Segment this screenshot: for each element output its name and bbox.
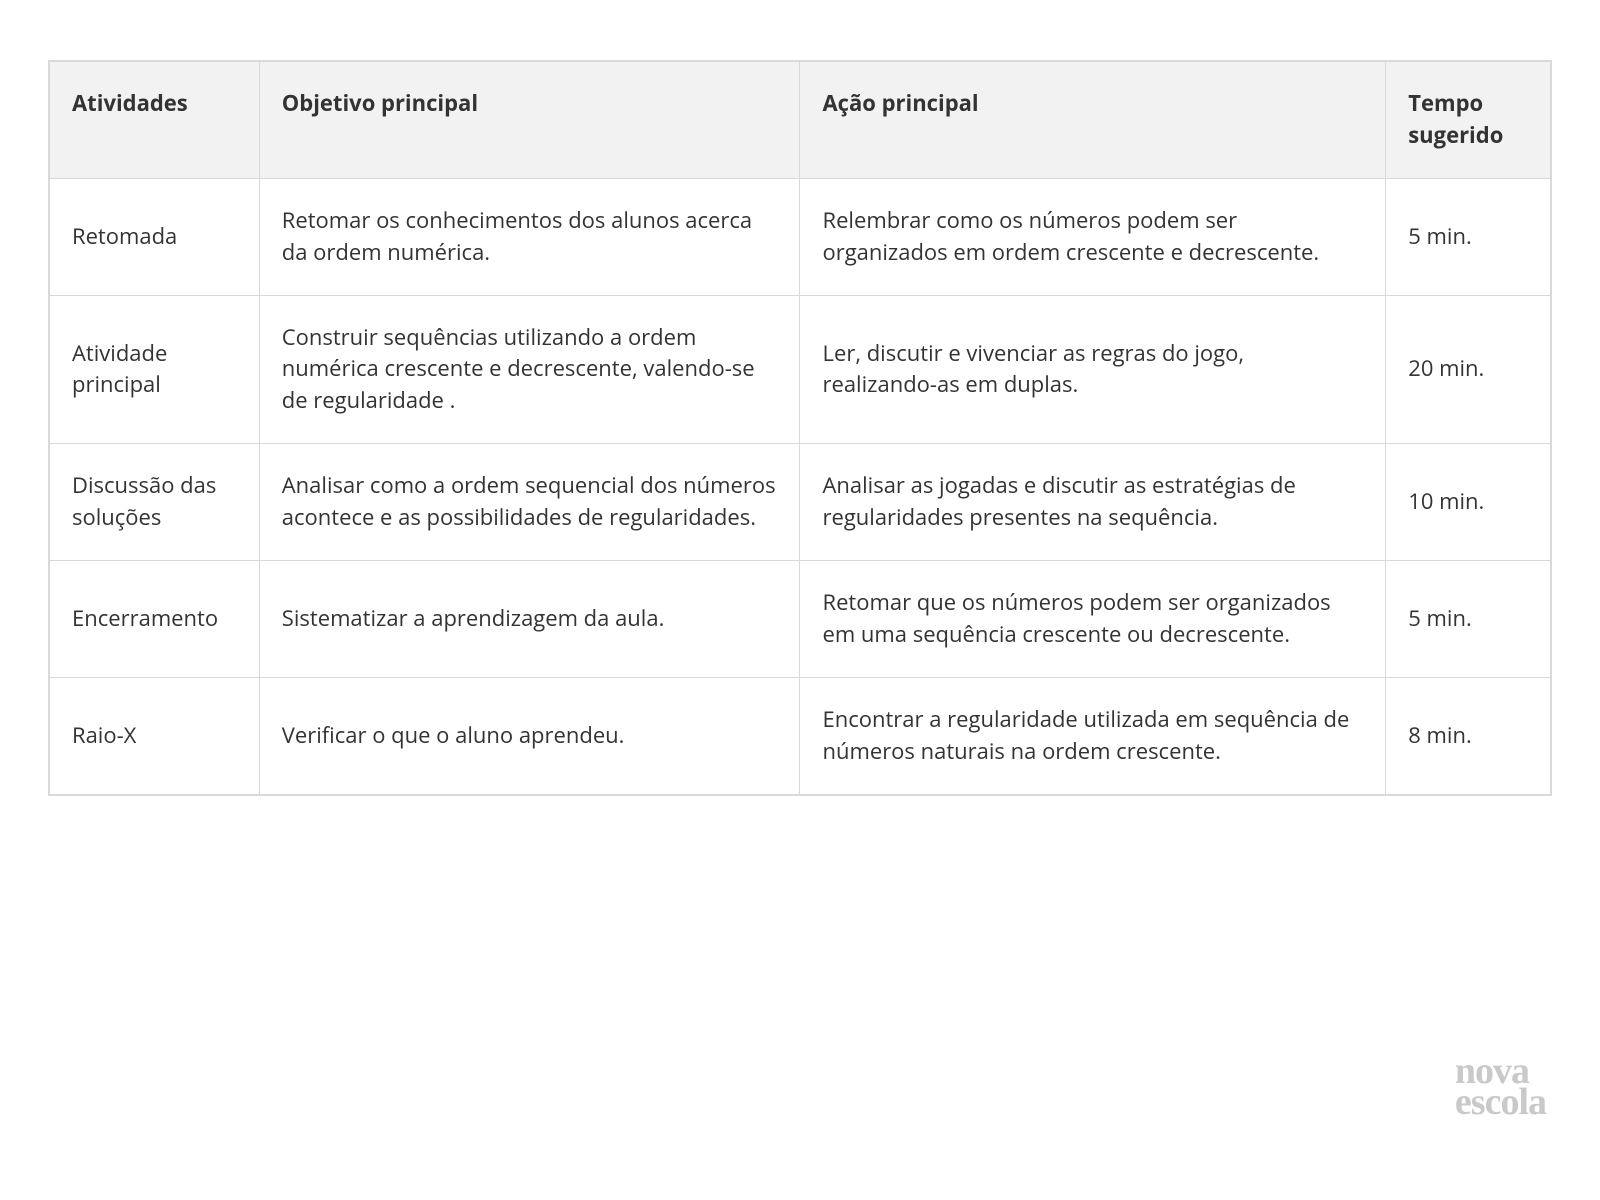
- cell-activity: Raio-X: [49, 677, 259, 794]
- table-row: Atividade principal Construir sequências…: [49, 295, 1551, 444]
- cell-objective: Verificar o que o aluno aprendeu.: [259, 677, 800, 794]
- cell-activity: Encerramento: [49, 561, 259, 678]
- table-row: Raio-X Verificar o que o aluno aprendeu.…: [49, 677, 1551, 794]
- cell-time: 8 min.: [1386, 677, 1551, 794]
- cell-time: 5 min.: [1386, 178, 1551, 295]
- col-header-objetivo-principal: Objetivo principal: [259, 61, 800, 178]
- cell-action: Analisar as jogadas e discutir as estrat…: [800, 444, 1386, 561]
- cell-objective: Sistematizar a aprendizagem da aula.: [259, 561, 800, 678]
- lesson-plan-table: Atividades Objetivo principal Ação princ…: [48, 60, 1552, 796]
- table-row: Retomada Retomar os conhecimentos dos al…: [49, 178, 1551, 295]
- table-header-row: Atividades Objetivo principal Ação princ…: [49, 61, 1551, 178]
- cell-time: 10 min.: [1386, 444, 1551, 561]
- cell-action: Encontrar a regularidade utilizada em se…: [800, 677, 1386, 794]
- cell-objective: Retomar os conhecimentos dos alunos acer…: [259, 178, 800, 295]
- cell-action: Ler, discutir e vivenciar as regras do j…: [800, 295, 1386, 444]
- cell-time: 5 min.: [1386, 561, 1551, 678]
- cell-activity: Discussão das soluções: [49, 444, 259, 561]
- cell-objective: Construir sequências utilizando a ordem …: [259, 295, 800, 444]
- col-header-atividades: Atividades: [49, 61, 259, 178]
- cell-action: Relembrar como os números podem ser orga…: [800, 178, 1386, 295]
- table-row: Discussão das soluções Analisar como a o…: [49, 444, 1551, 561]
- logo-line-2: escola: [1455, 1087, 1546, 1118]
- cell-objective: Analisar como a ordem sequencial dos núm…: [259, 444, 800, 561]
- col-header-tempo-sugerido: Tempo sugerido: [1386, 61, 1551, 178]
- nova-escola-logo: nova escola: [1455, 1056, 1546, 1118]
- table-row: Encerramento Sistematizar a aprendizagem…: [49, 561, 1551, 678]
- cell-activity: Atividade principal: [49, 295, 259, 444]
- cell-time: 20 min.: [1386, 295, 1551, 444]
- cell-action: Retomar que os números podem ser organiz…: [800, 561, 1386, 678]
- col-header-acao-principal: Ação principal: [800, 61, 1386, 178]
- cell-activity: Retomada: [49, 178, 259, 295]
